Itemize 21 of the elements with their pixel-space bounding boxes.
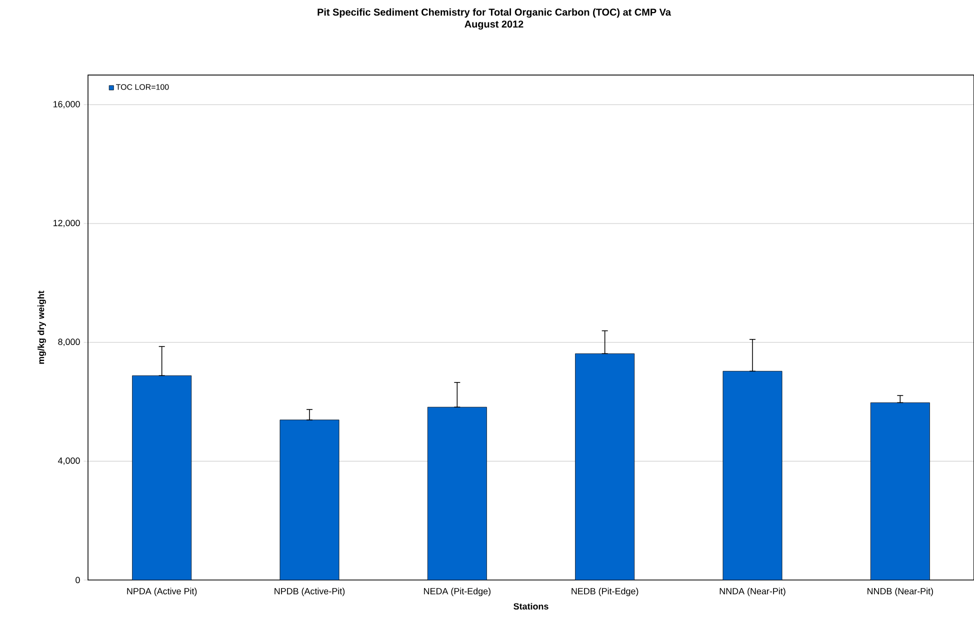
x-axis-title: Stations (514, 602, 548, 610)
y-tick-label: 12,000 (53, 220, 80, 228)
x-tick-label: NPDB (Active-Pit) (274, 588, 345, 596)
y-tick-label: 4,000 (58, 457, 80, 465)
bar (722, 370, 782, 580)
bar (132, 375, 192, 580)
bar (427, 406, 487, 580)
y-tick-label: 8,000 (58, 338, 80, 346)
chart-subtitle: August 2012 (464, 20, 524, 30)
x-tick-label: NNDB (Near-Pit) (868, 588, 933, 596)
x-tick-label: NEDA (Pit-Edge) (424, 588, 490, 596)
x-tick-label: NEDB (Pit-Edge) (572, 588, 638, 596)
bar (280, 420, 340, 580)
x-tick-label: NPDA (Active Pit) (127, 588, 197, 596)
y-tick-label: 0 (76, 576, 80, 584)
x-tick-label: NNDA (Near-Pit) (720, 588, 786, 596)
bar (575, 353, 635, 580)
chart-title: Pit Specific Sediment Chemistry for Total Organic Carbon (TOC) at CMP Va (318, 8, 672, 18)
bar (870, 402, 930, 580)
y-axis-title: mg/kg dry weight (38, 290, 46, 364)
y-tick-label: 16,000 (53, 100, 80, 108)
